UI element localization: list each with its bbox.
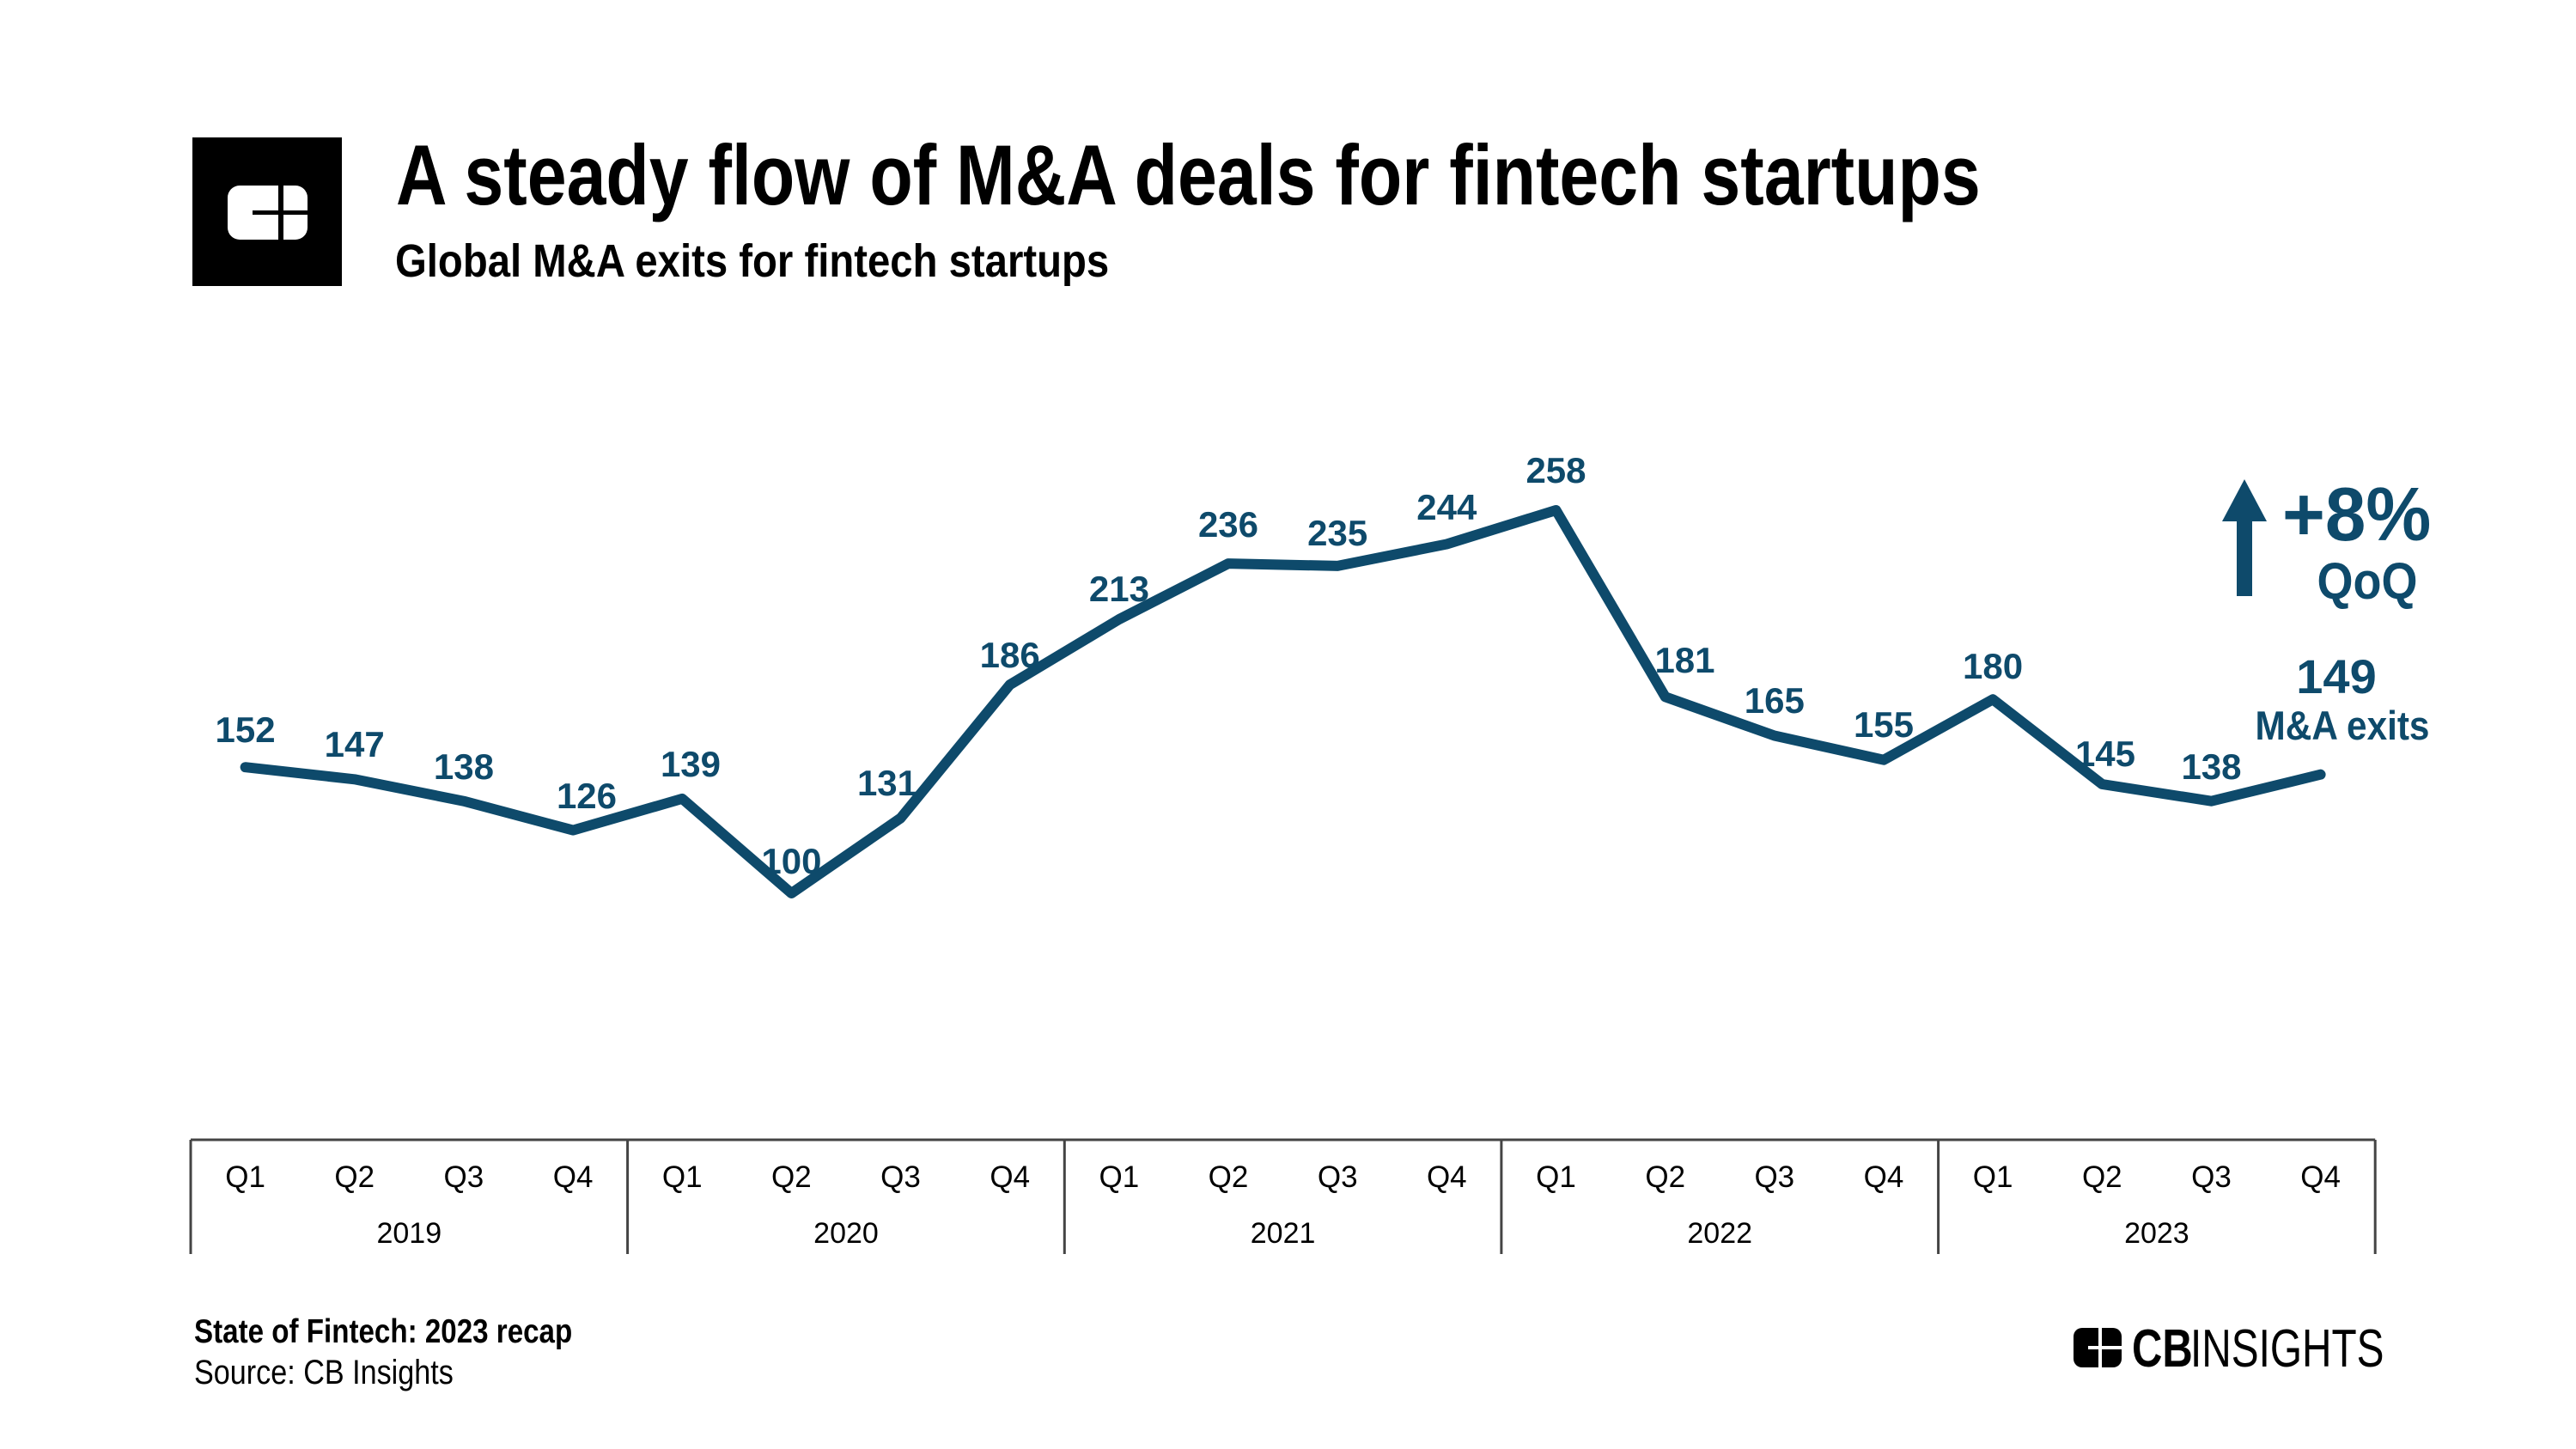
svg-text:Q4: Q4	[1864, 1160, 1904, 1194]
svg-text:Q1: Q1	[1099, 1160, 1140, 1194]
svg-text:Q3: Q3	[1318, 1160, 1358, 1194]
svg-text:Q2: Q2	[334, 1160, 375, 1194]
svg-text:235: 235	[1307, 513, 1367, 553]
svg-text:Q4: Q4	[553, 1160, 594, 1194]
svg-text:Q1: Q1	[225, 1160, 265, 1194]
svg-text:2022: 2022	[1687, 1217, 1752, 1250]
svg-text:INSIGHTS: INSIGHTS	[2190, 1318, 2384, 1378]
svg-text:Q1: Q1	[1973, 1160, 2013, 1194]
svg-text:Q2: Q2	[1209, 1160, 1249, 1194]
svg-text:Q2: Q2	[771, 1160, 812, 1194]
svg-text:139: 139	[661, 744, 721, 784]
svg-text:Q4: Q4	[990, 1160, 1030, 1194]
svg-text:165: 165	[1745, 680, 1805, 721]
svg-text:State of Fintech: 2023 recap: State of Fintech: 2023 recap	[194, 1312, 572, 1349]
svg-text:Global M&A exits for fintech s: Global M&A exits for fintech startups	[395, 234, 1109, 287]
svg-text:Q3: Q3	[880, 1160, 921, 1194]
svg-text:181: 181	[1654, 640, 1714, 680]
svg-text:2023: 2023	[2124, 1217, 2189, 1250]
svg-text:138: 138	[2181, 746, 2241, 787]
svg-text:149: 149	[2296, 649, 2376, 703]
svg-text:236: 236	[1198, 504, 1258, 545]
svg-text:CB: CB	[2132, 1318, 2193, 1378]
svg-text:138: 138	[434, 746, 494, 787]
svg-text:152: 152	[216, 709, 276, 750]
svg-text:Q2: Q2	[2082, 1160, 2122, 1194]
svg-text:Q4: Q4	[2300, 1160, 2341, 1194]
svg-text:2019: 2019	[376, 1217, 442, 1250]
svg-text:M&A exits: M&A exits	[2256, 704, 2430, 749]
svg-text:Q4: Q4	[1427, 1160, 1467, 1194]
svg-text:131: 131	[857, 763, 917, 803]
svg-text:100: 100	[761, 841, 821, 881]
svg-text:244: 244	[1416, 487, 1477, 527]
svg-text:258: 258	[1526, 450, 1586, 490]
svg-text:Source: CB Insights: Source: CB Insights	[194, 1352, 454, 1391]
svg-text:126: 126	[557, 776, 617, 816]
svg-text:Q3: Q3	[1754, 1160, 1794, 1194]
svg-text:Q1: Q1	[1536, 1160, 1576, 1194]
svg-text:213: 213	[1089, 569, 1149, 609]
svg-text:2021: 2021	[1251, 1217, 1316, 1250]
svg-text:145: 145	[2075, 734, 2135, 774]
svg-text:180: 180	[1963, 646, 2023, 686]
svg-text:A steady flow of M&A deals for: A steady flow of M&A deals for fintech s…	[396, 129, 1981, 223]
svg-text:+8%: +8%	[2282, 473, 2431, 557]
svg-text:QoQ: QoQ	[2317, 552, 2418, 610]
svg-text:Q2: Q2	[1645, 1160, 1685, 1194]
svg-text:Q1: Q1	[662, 1160, 703, 1194]
svg-text:147: 147	[325, 724, 385, 764]
svg-text:Q3: Q3	[444, 1160, 484, 1194]
svg-text:155: 155	[1854, 704, 1914, 745]
svg-text:2020: 2020	[813, 1217, 879, 1250]
svg-text:186: 186	[980, 635, 1040, 675]
svg-text:Q3: Q3	[2191, 1160, 2232, 1194]
